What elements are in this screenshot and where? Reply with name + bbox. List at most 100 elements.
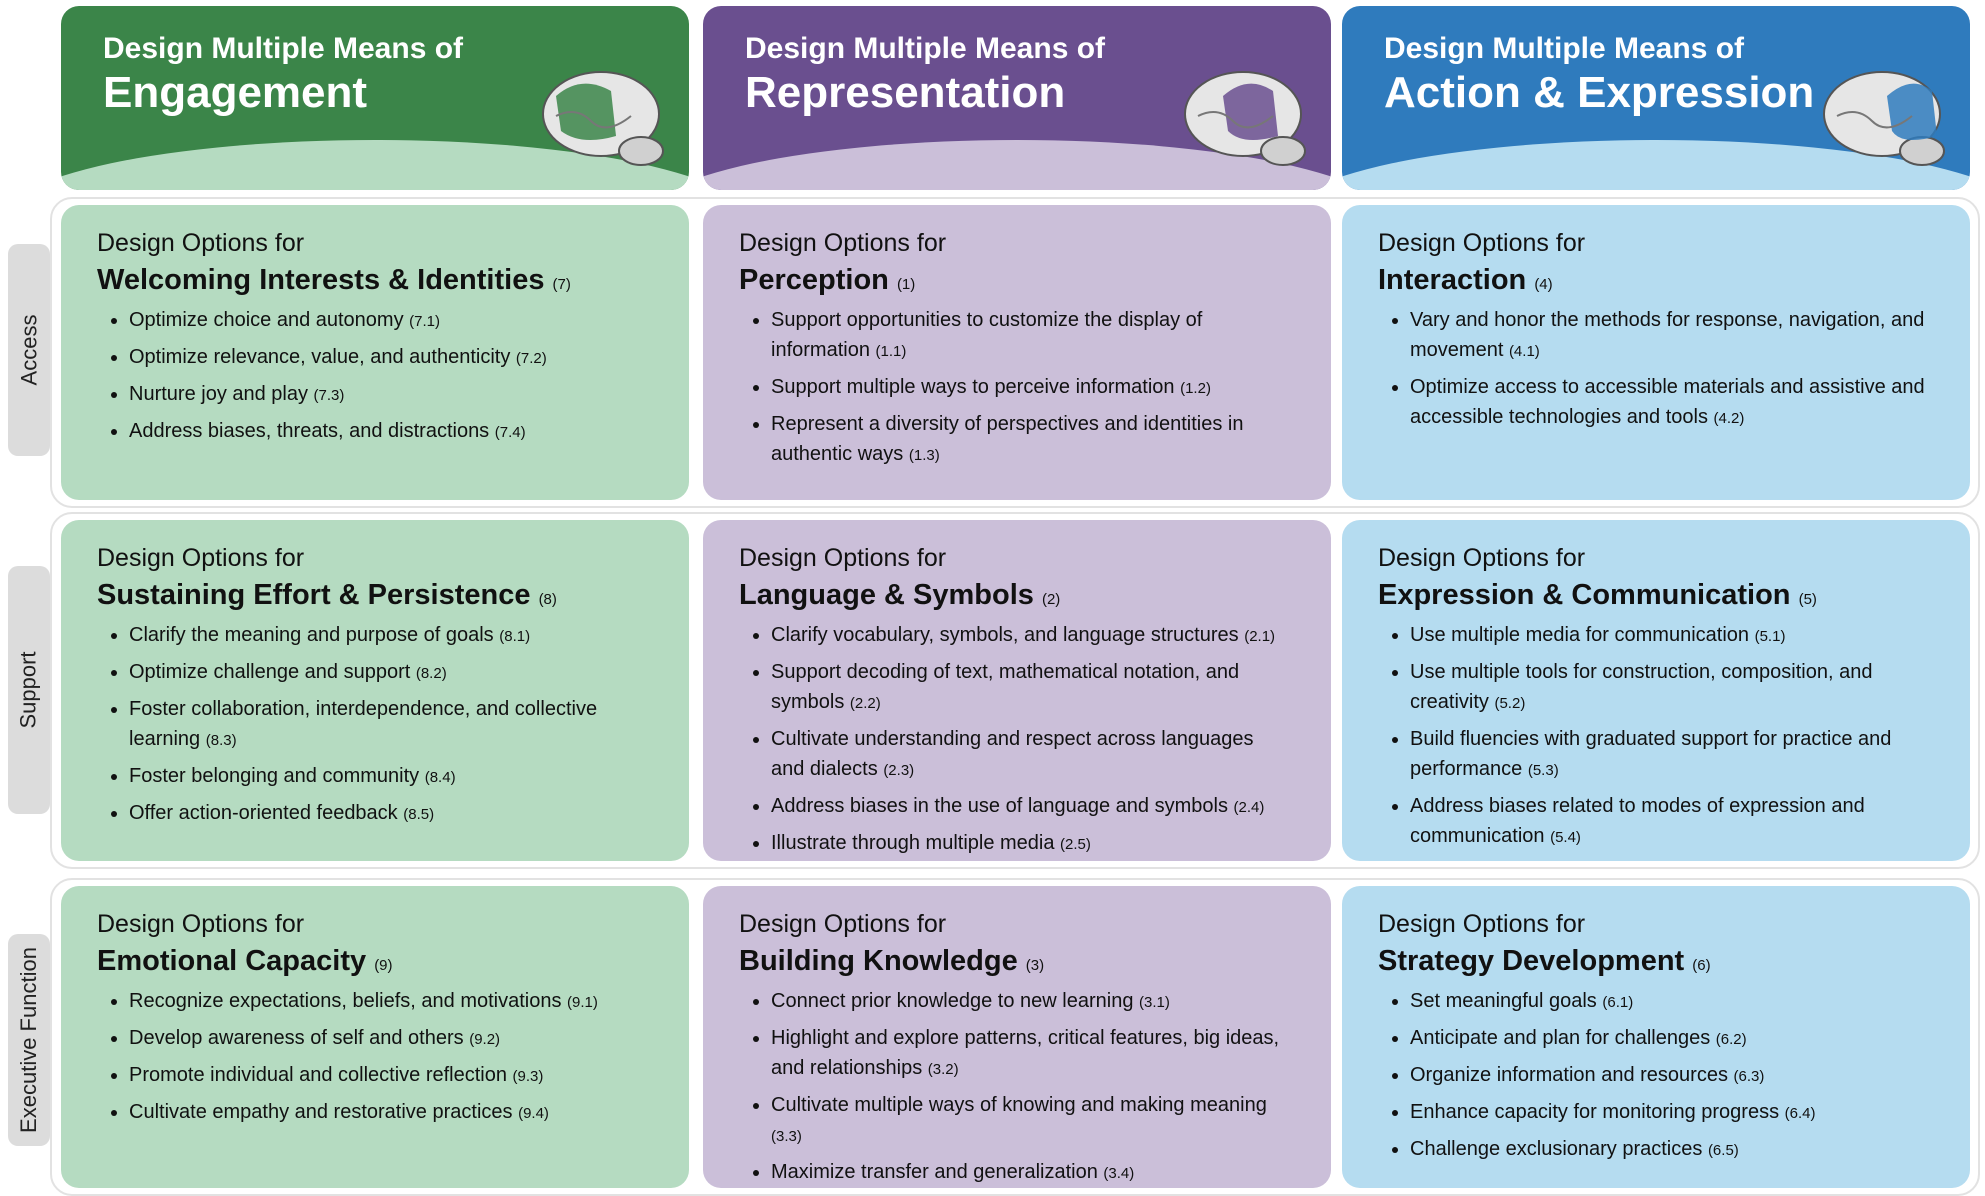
card-title-line: Sustaining Effort & Persistence (8) xyxy=(97,579,645,612)
option-item: Set meaningful goals (6.1) xyxy=(1410,986,1926,1018)
option-ref: (9.2) xyxy=(469,1031,501,1048)
option-card: Design Options for Sustaining Effort & Pe… xyxy=(61,520,689,861)
option-ref: (8.1) xyxy=(499,628,531,645)
column-header: Design Multiple Means of Representation xyxy=(703,6,1331,190)
option-ref: (8.3) xyxy=(205,732,237,749)
option-ref: (6.4) xyxy=(1784,1105,1816,1122)
option-list: Support opportunities to customize the d… xyxy=(739,305,1287,471)
option-item: Promote individual and collective reflec… xyxy=(129,1060,645,1092)
option-ref: (3.2) xyxy=(927,1061,959,1078)
card-number: (4) xyxy=(1534,276,1553,293)
option-card: Design Options for Welcoming Interests & … xyxy=(61,205,689,500)
option-text: Highlight and explore patterns, critical… xyxy=(771,1027,1280,1079)
option-list: Recognize expectations, beliefs, and mot… xyxy=(97,986,645,1129)
card-pre: Design Options for xyxy=(97,910,305,938)
option-card: Design Options for Language & Symbols (2)… xyxy=(703,520,1331,861)
card-title: Perception xyxy=(739,264,889,296)
option-ref: (7.4) xyxy=(494,424,526,441)
option-text: Nurture joy and play xyxy=(129,383,308,405)
option-item: Use multiple tools for construction, com… xyxy=(1410,657,1926,719)
option-ref: (6.5) xyxy=(1707,1142,1739,1159)
card-number: (5) xyxy=(1798,591,1817,608)
brain-icon xyxy=(1823,71,1945,166)
option-item: Maximize transfer and generalization (3.… xyxy=(771,1157,1287,1189)
card-number: (6) xyxy=(1692,957,1711,974)
card-pre: Design Options for xyxy=(739,544,947,572)
option-text: Optimize challenge and support xyxy=(129,661,411,683)
option-item: Address biases related to modes of expre… xyxy=(1410,791,1926,853)
option-item: Nurture joy and play (7.3) xyxy=(129,379,645,411)
option-text: Enhance capacity for monitoring progress xyxy=(1410,1101,1780,1123)
option-list: Use multiple media for communication (5.… xyxy=(1378,620,1926,853)
option-ref: (7.1) xyxy=(409,313,440,330)
option-text: Organize information and resources xyxy=(1410,1064,1728,1086)
option-text: Cultivate understanding and respect acro… xyxy=(771,728,1254,780)
option-item: Foster collaboration, interdependence, a… xyxy=(129,694,645,756)
header-pre: Design Multiple Means of xyxy=(103,32,464,65)
row-label: Executive Function xyxy=(16,947,41,1133)
option-item: Vary and honor the methods for response,… xyxy=(1410,305,1926,367)
header-pre: Design Multiple Means of xyxy=(745,32,1106,65)
option-ref: (9.1) xyxy=(567,994,598,1011)
option-item: Address biases in the use of language an… xyxy=(771,791,1287,823)
card-number: (9) xyxy=(374,957,393,974)
option-ref: (3.4) xyxy=(1103,1165,1135,1182)
option-ref: (4.1) xyxy=(1508,343,1540,360)
card-title-line: Interaction (4) xyxy=(1378,264,1926,297)
option-text: Anticipate and plan for challenges xyxy=(1410,1027,1711,1049)
option-text: Connect prior knowledge to new learning xyxy=(771,990,1134,1012)
option-item: Challenge exclusionary practices (6.5) xyxy=(1410,1134,1926,1166)
option-card: Design Options for Strategy Development (… xyxy=(1342,886,1970,1188)
row-tab: Support xyxy=(8,566,50,814)
header-title: Engagement xyxy=(103,68,368,117)
option-list: Vary and honor the methods for response,… xyxy=(1378,305,1926,434)
option-text: Recognize expectations, beliefs, and mot… xyxy=(129,990,562,1012)
card-title: Emotional Capacity xyxy=(97,945,367,977)
brain-icon xyxy=(542,71,664,166)
option-item: Connect prior knowledge to new learning … xyxy=(771,986,1287,1018)
option-ref: (9.3) xyxy=(512,1068,544,1085)
option-text: Challenge exclusionary practices xyxy=(1410,1138,1703,1160)
option-item: Address biases, threats, and distraction… xyxy=(129,416,645,448)
option-item: Clarify the meaning and purpose of goals… xyxy=(129,620,645,652)
card-number: (7) xyxy=(552,276,571,293)
option-text: Cultivate multiple ways of knowing and m… xyxy=(771,1094,1267,1116)
column-header: Design Multiple Means of Action & Express… xyxy=(1342,6,1970,190)
card-title-line: Perception (1) xyxy=(739,264,1287,297)
option-text: Illustrate through multiple media xyxy=(771,832,1055,854)
option-ref: (9.4) xyxy=(518,1105,549,1122)
option-text: Represent a diversity of perspectives an… xyxy=(771,413,1244,465)
option-item: Optimize challenge and support (8.2) xyxy=(129,657,645,689)
option-item: Highlight and explore patterns, critical… xyxy=(771,1023,1287,1085)
option-ref: (1.1) xyxy=(875,343,907,360)
option-ref: (5.2) xyxy=(1494,695,1526,712)
option-card: Design Options for Emotional Capacity (9)… xyxy=(61,886,689,1188)
option-text: Support decoding of text, mathematical n… xyxy=(771,661,1240,713)
card-title: Expression & Communication xyxy=(1378,579,1791,611)
option-ref: (8.4) xyxy=(424,769,456,786)
card-number: (8) xyxy=(538,591,557,608)
row-outline xyxy=(50,512,1980,869)
option-text: Foster belonging and community xyxy=(129,765,420,787)
option-item: Recognize expectations, beliefs, and mot… xyxy=(129,986,645,1018)
option-card: Design Options for Perception (1) Support … xyxy=(703,205,1331,500)
option-list: Optimize choice and autonomy (7.1) Optimi… xyxy=(97,305,645,448)
option-item: Represent a diversity of perspectives an… xyxy=(771,409,1287,471)
card-title: Strategy Development xyxy=(1378,945,1685,977)
option-text: Use multiple media for communication xyxy=(1410,624,1750,646)
row-tab: Access xyxy=(8,244,50,456)
option-text: Maximize transfer and generalization xyxy=(771,1161,1098,1183)
option-text: Optimize relevance, value, and authentic… xyxy=(129,346,511,368)
card-title: Building Knowledge xyxy=(739,945,1018,977)
card-pre: Design Options for xyxy=(1378,229,1586,257)
option-ref: (1.2) xyxy=(1180,380,1211,397)
card-title-line: Welcoming Interests & Identities (7) xyxy=(97,264,645,297)
option-ref: (6.2) xyxy=(1715,1031,1747,1048)
option-item: Develop awareness of self and others (9.… xyxy=(129,1023,645,1055)
option-ref: (2.1) xyxy=(1244,628,1276,645)
option-text: Optimize choice and autonomy xyxy=(129,309,404,331)
card-title: Sustaining Effort & Persistence xyxy=(97,579,531,611)
column-header: Design Multiple Means of Engagement xyxy=(61,6,689,190)
option-item: Organize information and resources (6.3) xyxy=(1410,1060,1926,1092)
option-item: Anticipate and plan for challenges (6.2) xyxy=(1410,1023,1926,1055)
